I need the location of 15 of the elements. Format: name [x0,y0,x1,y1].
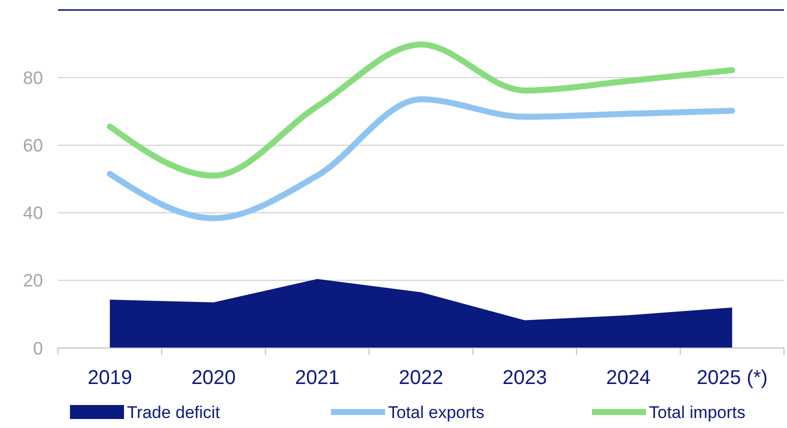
legend-label: Trade deficit [127,402,220,422]
x-tick-label: 2020 [191,367,236,389]
legend-label: Total imports [649,402,746,422]
x-tick-label: 2025 (*) [696,367,768,389]
x-tick-label: 2023 [502,367,547,389]
y-tick-label: 0 [32,338,43,358]
y-tick-label: 80 [22,68,43,88]
y-tick-label: 20 [22,270,43,291]
x-tick-label: 2022 [398,367,444,389]
y-tick-label: 60 [22,136,43,156]
y-tick-label: 40 [22,203,43,224]
x-tick-label: 2021 [295,367,340,389]
x-tick-label: 2024 [606,367,651,389]
legend-label: Total exports [388,402,484,422]
x-tick-label: 2019 [88,367,132,389]
